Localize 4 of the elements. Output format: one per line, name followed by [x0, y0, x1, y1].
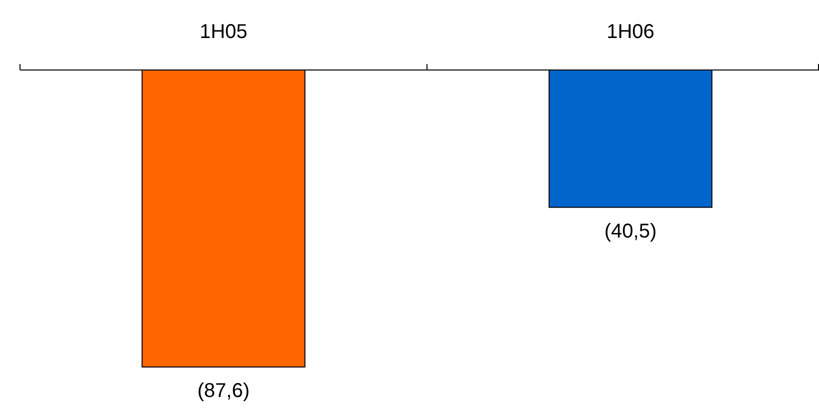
data-label: (87,6) [197, 380, 250, 402]
x-tick-label: 1H06 [606, 21, 654, 43]
data-label: (40,5) [604, 220, 657, 242]
x-tick-label: 1H05 [200, 21, 248, 43]
